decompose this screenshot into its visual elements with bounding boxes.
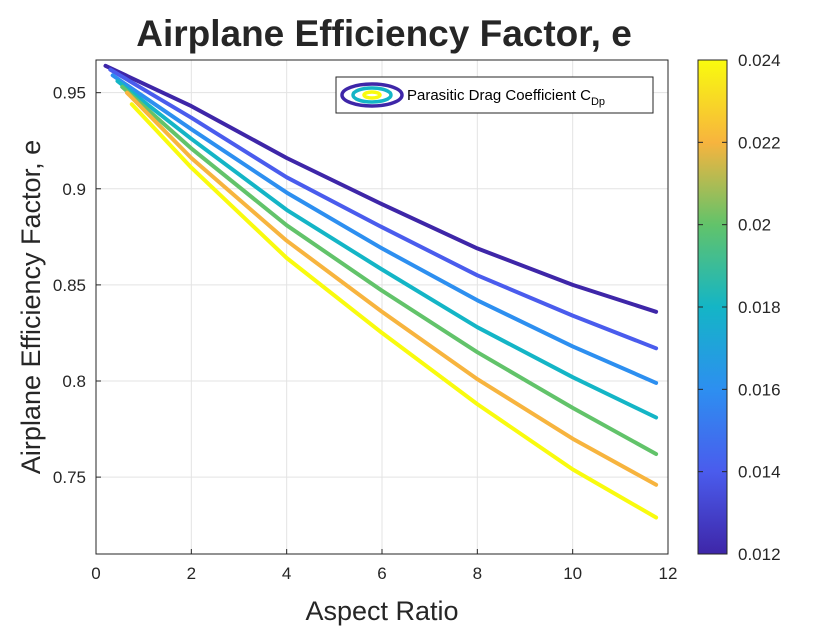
colorbar-tick-label: 0.018	[738, 298, 781, 317]
y-tick-label: 0.85	[53, 276, 86, 295]
x-tick-label: 10	[563, 564, 582, 583]
colorbar-tick-label: 0.022	[738, 133, 781, 152]
y-tick-label: 0.75	[53, 468, 86, 487]
series-line	[110, 73, 659, 385]
x-tick-label: 8	[473, 564, 482, 583]
y-tick-label: 0.95	[53, 84, 86, 103]
series-line	[129, 102, 659, 520]
colorbar-tick-label: 0.012	[738, 545, 781, 564]
svg-text:Parasitic Drag Coefficient CDp: Parasitic Drag Coefficient CDp	[407, 87, 605, 108]
legend: Parasitic Drag Coefficient CDp	[335, 76, 654, 114]
y-axis-title: Airplane Efficiency Factor, e	[16, 140, 46, 474]
chart-title: Airplane Efficiency Factor, e	[136, 13, 632, 54]
x-tick-label: 2	[187, 564, 196, 583]
y-tick-label: 0.8	[62, 372, 86, 391]
series-line	[125, 90, 659, 487]
x-tick-label: 6	[377, 564, 386, 583]
series-lines	[103, 63, 659, 520]
x-tick-label: 12	[659, 564, 678, 583]
legend-box	[335, 76, 654, 114]
legend-label: Parasitic Drag Coefficient C	[407, 87, 591, 104]
axis-ticks: 0 2 4 6 8 10 12 0.75 0.8 0.85 0.9 0.95	[53, 84, 678, 583]
x-tick-label: 4	[282, 564, 291, 583]
colorbar-ticks: 0.012 0.014 0.016 0.018 0.02 0.022 0.024	[698, 51, 781, 564]
series-line	[115, 79, 659, 420]
colorbar-tick-label: 0.016	[738, 380, 781, 399]
colorbar-tick-label: 0.024	[738, 51, 781, 70]
series-line	[108, 67, 659, 351]
legend-subscript: Dp	[591, 96, 605, 108]
x-axis-title: Aspect Ratio	[305, 596, 458, 626]
x-tick-label: 0	[91, 564, 100, 583]
series-line	[103, 63, 659, 314]
series-line	[120, 84, 659, 456]
legend-contour-icon	[340, 82, 404, 108]
y-tick-label: 0.9	[62, 180, 86, 199]
colorbar-tick-label: 0.014	[738, 463, 781, 482]
colorbar-tick-label: 0.02	[738, 216, 771, 235]
